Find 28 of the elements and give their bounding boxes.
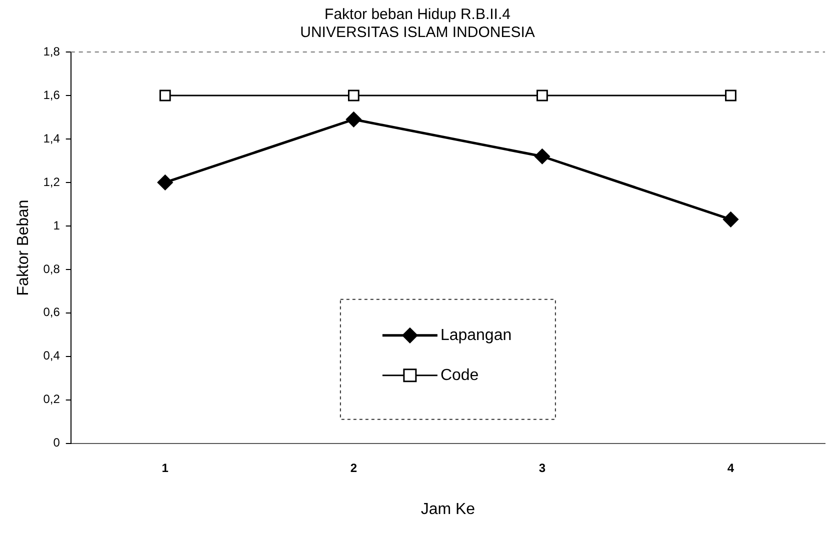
y-tick-label: 0,8 [43, 262, 60, 276]
x-tick-label: 4 [727, 460, 734, 475]
point [725, 90, 736, 102]
y-tick-label: 1,2 [43, 174, 60, 189]
y-tick-label: 1,8 [43, 44, 60, 58]
point [722, 212, 738, 228]
y-tick-label: 0 [53, 436, 60, 450]
y-tick-label: 0,2 [43, 392, 60, 406]
point [159, 90, 171, 102]
x-tick-label: 3 [538, 460, 546, 475]
y-tick-label: 1 [53, 218, 60, 232]
y-tick-label: 1,4 [43, 131, 60, 146]
x-tick-label: 1 [162, 460, 169, 475]
point [348, 90, 360, 102]
point [157, 174, 173, 190]
point [534, 148, 550, 164]
x-axis-title: Jam Ke [420, 500, 476, 518]
y-tick-label: 0,6 [43, 305, 60, 320]
legend-label: Lapangan [440, 326, 512, 344]
text: UNIVERSITAS ISLAM INDONESIA [300, 24, 535, 42]
legend-label: Code [440, 366, 479, 384]
text: Faktor beban Hidup R.B.II.4 [324, 6, 510, 24]
x-tick-label: 2 [350, 460, 358, 475]
y-axis-title: Faktor Beban [15, 200, 32, 296]
y-tick-label: 0,4 [43, 348, 60, 363]
y-tick-label: 1,6 [43, 88, 60, 102]
point [346, 112, 362, 128]
point [536, 90, 548, 102]
